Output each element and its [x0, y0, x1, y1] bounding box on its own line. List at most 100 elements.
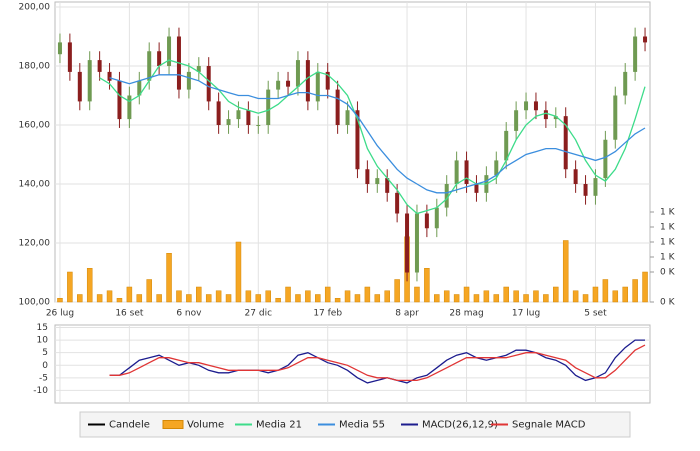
volume-bar [315, 294, 321, 303]
volume-bar [473, 294, 480, 303]
y-tick-label: -10 [33, 386, 48, 396]
candle-body [77, 71, 82, 102]
volume-bar [265, 290, 271, 303]
volume-bar [463, 286, 470, 303]
volume-bar [116, 298, 123, 303]
volume-bar [126, 286, 133, 303]
y-tick-label: 5 [42, 348, 48, 358]
y-tick-label: 10 [37, 336, 49, 346]
candle-body [127, 95, 132, 120]
y-tick-label: 200,00 [19, 3, 51, 13]
candle-body [266, 89, 271, 125]
candle-body [504, 130, 509, 161]
candle-body [137, 80, 142, 96]
volume-bar [434, 294, 440, 303]
candle-body [405, 213, 410, 273]
candle-body [514, 110, 519, 131]
line [99, 59, 646, 215]
volume-bar [513, 290, 519, 303]
candle-body [524, 101, 529, 111]
volume-bar [354, 294, 361, 303]
candle-body [543, 110, 548, 120]
candle-body [444, 184, 449, 208]
y-tick-label: 180,00 [19, 62, 51, 72]
candle-body [345, 110, 350, 125]
candle-body [603, 139, 608, 179]
candle-body [424, 213, 429, 229]
volume-bar [86, 268, 93, 303]
volume-bar [295, 294, 301, 303]
candle-body [157, 51, 162, 66]
volume-bar [176, 290, 182, 303]
volume-bar [106, 290, 113, 303]
volume-bar [334, 298, 341, 303]
candle-body [196, 66, 201, 72]
volume-bar [414, 286, 420, 303]
volume-bar [196, 286, 202, 303]
candle-body [236, 110, 241, 120]
volume-bar [632, 279, 638, 303]
candle-body [533, 101, 538, 111]
volume-bar [602, 279, 609, 303]
candle-body [385, 178, 390, 193]
volume-bar [235, 241, 242, 303]
candle-body [623, 71, 628, 96]
x-tick-label: 27 dic [245, 309, 273, 319]
volume-bar [543, 294, 549, 303]
candle-body [395, 192, 400, 214]
volume-bar [503, 286, 509, 303]
candle-body [147, 51, 152, 81]
y2-tick-label: 0 K [660, 298, 676, 308]
candle-body [87, 60, 92, 102]
volume-bar [384, 290, 390, 303]
legend-swatch [162, 420, 184, 429]
candle-body [553, 116, 558, 120]
legend-label: Media 55 [339, 420, 385, 431]
price-frame [54, 1, 651, 303]
line [109, 339, 645, 384]
line [109, 74, 646, 194]
y2-tick-label: 1 K [660, 223, 676, 233]
volume-bar [136, 294, 143, 303]
volume-bar [493, 294, 500, 303]
volume-bar [533, 290, 539, 303]
y-tick-label: 160,00 [19, 121, 51, 131]
candle-body [494, 160, 499, 176]
volume-bar [553, 286, 559, 303]
candle-body [167, 36, 172, 66]
candle-body [365, 169, 370, 184]
candle-body [464, 160, 469, 184]
volume-bar [305, 290, 311, 303]
volume-bar [156, 294, 162, 303]
candle-body [286, 80, 291, 87]
volume-bar [394, 279, 400, 303]
candle-body [335, 89, 340, 125]
volume-bar [374, 294, 381, 303]
candle-body [305, 60, 310, 102]
volume-bar [592, 286, 599, 303]
legend: Candele Volume Media 21 Media 55 MACD(26,12,… [88, 420, 586, 431]
volume-bar [582, 294, 589, 303]
candle-body [117, 80, 122, 120]
y2-tick-label: 1 K [660, 238, 676, 248]
legend-label: Candele [109, 420, 150, 431]
y-tick-label: 140,00 [19, 180, 51, 190]
volume-bar [77, 294, 83, 303]
x-tick-label: 5 set [584, 309, 607, 319]
volume-bar [255, 294, 262, 303]
volume-bar [225, 294, 232, 303]
candle-body [414, 213, 419, 273]
candle-body [325, 71, 330, 90]
y-tick-label: -5 [39, 373, 48, 383]
candle-body [633, 36, 638, 72]
x-tick-label: 17 lug [512, 309, 540, 319]
y-tick-label: 120,00 [19, 239, 51, 249]
volume-bar [57, 298, 63, 303]
volume-bar [285, 286, 291, 303]
y2-tick-label: 1 K [660, 253, 676, 263]
y2-tick-label: 0 K [660, 268, 676, 278]
candle-body [276, 80, 281, 90]
volume-bar [612, 290, 619, 303]
line [109, 344, 646, 382]
